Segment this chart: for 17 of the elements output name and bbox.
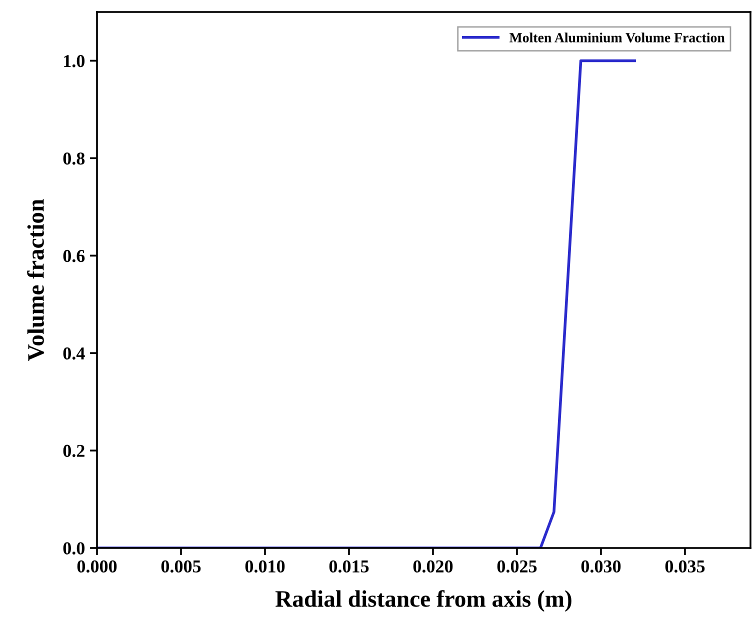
y-tick-label: 0.4 [63,347,85,360]
x-tick-label: 0.000 [77,560,117,573]
x-tick-label: 0.010 [245,560,285,573]
x-tick-label: 0.035 [665,560,705,573]
y-tick-label: 0.6 [63,250,85,262]
x-tick-label: 0.025 [497,560,537,573]
x-tick-label: 0.020 [413,560,453,573]
legend-label: Molten Aluminium Volume Fraction [509,32,725,42]
x-axis-title: Radial distance from axis (m) [275,590,572,612]
y-axis-title: Volume fraction [27,199,44,361]
y-tick-label: 0.8 [63,152,85,165]
x-tick-label: 0.005 [161,560,201,573]
y-tick-label: 0.0 [63,542,85,555]
y-tick-label: 1.0 [64,54,85,68]
y-tick-label: 0.2 [63,444,84,458]
x-tick-label: 0.030 [581,560,621,573]
x-tick-label: 0.015 [329,560,369,573]
